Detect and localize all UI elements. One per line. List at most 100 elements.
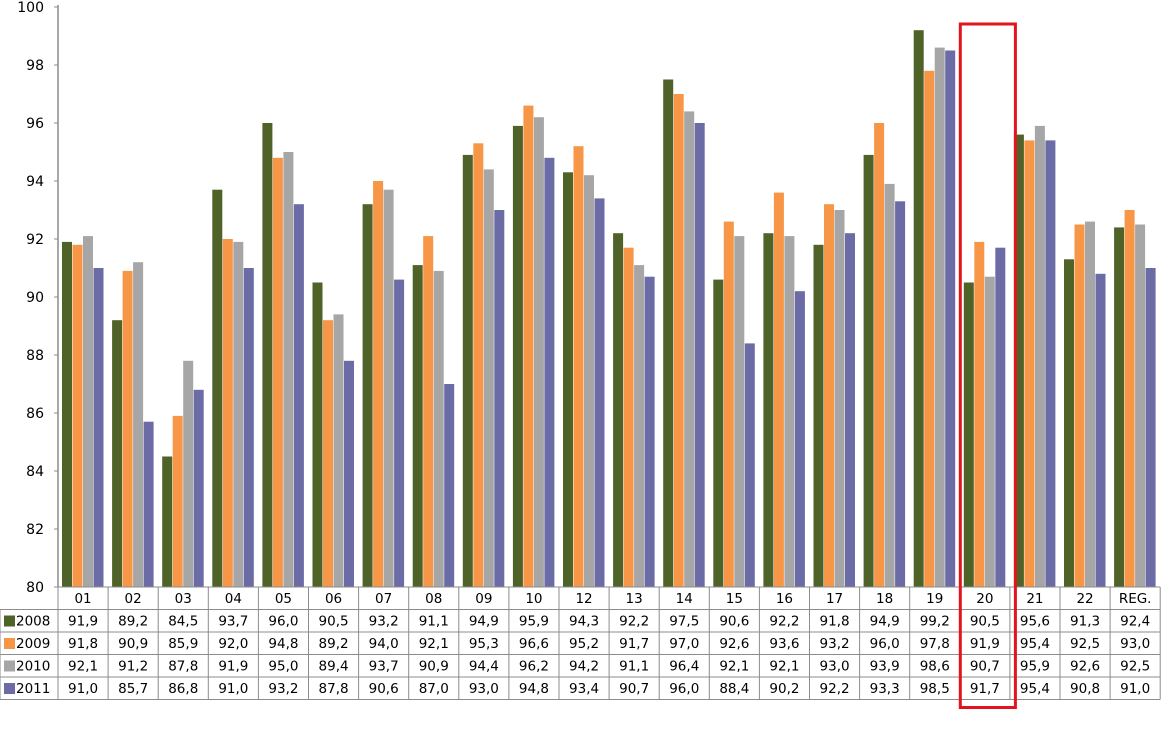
bar-2008-16 bbox=[763, 233, 774, 587]
legend-swatch-2008 bbox=[4, 615, 15, 627]
data-label-2009-08: 92,1 bbox=[419, 636, 449, 652]
data-label-2009-06: 89,2 bbox=[319, 636, 349, 652]
bar-2008-17 bbox=[813, 244, 824, 588]
data-label-2010-20: 90,7 bbox=[970, 659, 1000, 675]
x-tick-label: REG. bbox=[1119, 591, 1152, 607]
bar-2011-01 bbox=[93, 268, 104, 587]
bar-2008-10 bbox=[512, 125, 523, 588]
data-label-2011-09: 93,0 bbox=[469, 681, 499, 697]
bar-2010-21 bbox=[1034, 125, 1045, 588]
data-label-2008-22: 91,3 bbox=[1070, 614, 1100, 630]
y-tick-label: 92 bbox=[26, 232, 44, 248]
data-label-2009-05: 94,8 bbox=[268, 636, 298, 652]
data-label-2010-06: 89,4 bbox=[319, 659, 349, 675]
bar-2008-02 bbox=[112, 320, 123, 587]
x-tick-label: 22 bbox=[1076, 591, 1093, 607]
bar-2009-02 bbox=[122, 270, 133, 587]
data-label-2008-19: 99,2 bbox=[920, 614, 950, 630]
data-label-2009-22: 92,5 bbox=[1070, 636, 1100, 652]
data-label-2008-17: 91,8 bbox=[820, 614, 850, 630]
bar-2010-17 bbox=[834, 210, 845, 587]
data-label-2008-14: 97,5 bbox=[669, 614, 699, 630]
data-label-2009-21: 95,4 bbox=[1020, 636, 1050, 652]
bar-2010-20 bbox=[984, 276, 995, 587]
bar-2009-19 bbox=[924, 70, 935, 588]
data-label-2008-20: 90,5 bbox=[970, 614, 1000, 630]
data-label-2008-10: 95,9 bbox=[519, 614, 549, 630]
bar-2010-09 bbox=[483, 169, 494, 587]
data-label-2010-19: 98,6 bbox=[920, 659, 950, 675]
data-label-2008-05: 96,0 bbox=[268, 614, 298, 630]
bar-2009-13 bbox=[623, 247, 634, 587]
x-tick-label: 14 bbox=[676, 591, 693, 607]
y-tick-label: 86 bbox=[26, 406, 44, 422]
data-label-2008-15: 90,6 bbox=[719, 614, 749, 630]
bar-2009-05 bbox=[272, 157, 283, 588]
bar-2009-REG. bbox=[1124, 210, 1135, 587]
data-label-2010-21: 95,9 bbox=[1020, 659, 1050, 675]
bar-2010-05 bbox=[283, 152, 294, 587]
bar-2010-18 bbox=[884, 183, 895, 587]
bar-2011-10 bbox=[544, 157, 555, 588]
data-label-2010-12: 94,2 bbox=[569, 659, 599, 675]
data-label-2011-07: 90,6 bbox=[369, 681, 399, 697]
data-label-2008-09: 94,9 bbox=[469, 614, 499, 630]
data-label-2009-03: 85,9 bbox=[168, 636, 198, 652]
y-tick-label: 100 bbox=[17, 0, 44, 16]
y-tick-label: 98 bbox=[26, 58, 44, 74]
bar-2011-03 bbox=[193, 389, 204, 587]
data-label-2010-04: 91,9 bbox=[218, 659, 248, 675]
data-label-2011-19: 98,5 bbox=[920, 681, 950, 697]
data-label-2009-16: 93,6 bbox=[769, 636, 799, 652]
bar-2011-19 bbox=[945, 50, 956, 587]
bar-2010-02 bbox=[133, 262, 144, 587]
data-label-2011-14: 96,0 bbox=[669, 681, 699, 697]
data-label-2011-REG.: 91,0 bbox=[1120, 681, 1150, 697]
data-label-2010-15: 92,1 bbox=[719, 659, 749, 675]
bar-2008-12 bbox=[563, 172, 573, 588]
data-label-2010-02: 91,2 bbox=[118, 659, 148, 675]
data-label-2010-08: 90,9 bbox=[419, 659, 449, 675]
data-table: 01 02 03 04 05 06 07 08 09 10 12 13 14 15 16 17 18 19 20 21… bbox=[0, 586, 1161, 700]
y-tick-label: 82 bbox=[26, 522, 44, 538]
x-tick-label: 04 bbox=[225, 591, 242, 607]
bar-2010-04 bbox=[233, 241, 244, 587]
bar-2010-12 bbox=[584, 175, 594, 587]
data-label-2011-10: 94,8 bbox=[519, 681, 549, 697]
data-label-2009-09: 95,3 bbox=[469, 636, 499, 652]
data-label-2011-05: 93,2 bbox=[268, 681, 298, 697]
data-label-2008-12: 94,3 bbox=[569, 614, 599, 630]
x-tick-label: 10 bbox=[525, 591, 542, 607]
data-label-2009-REG.: 93,0 bbox=[1120, 636, 1150, 652]
x-tick-label: 20 bbox=[976, 591, 993, 607]
bar-2009-15 bbox=[723, 221, 734, 587]
x-tick-label: 07 bbox=[375, 591, 392, 607]
data-label-2009-19: 97,8 bbox=[920, 636, 950, 652]
y-tick-label: 94 bbox=[26, 174, 44, 190]
data-label-2010-22: 92,6 bbox=[1070, 659, 1100, 675]
y-axis: 80 82 84 86 88 90 92 94 96 98 100 bbox=[17, 0, 59, 596]
x-tick-label: 17 bbox=[826, 591, 843, 607]
data-label-2010-18: 93,9 bbox=[870, 659, 900, 675]
data-label-2009-01: 91,8 bbox=[68, 636, 98, 652]
bar-2009-12 bbox=[573, 146, 584, 587]
data-label-2008-07: 93,2 bbox=[369, 614, 399, 630]
bar-2009-10 bbox=[523, 105, 534, 587]
y-tick-label: 88 bbox=[26, 348, 44, 364]
bar-2008-21 bbox=[1013, 134, 1024, 587]
bar-2008-09 bbox=[462, 154, 473, 587]
highlight-rectangle bbox=[958, 22, 1017, 709]
x-tick-label: 15 bbox=[726, 591, 743, 607]
data-label-2009-14: 97,0 bbox=[669, 636, 699, 652]
bar-2009-01 bbox=[72, 244, 83, 588]
data-label-2010-17: 93,0 bbox=[820, 659, 850, 675]
data-label-2011-01: 91,0 bbox=[68, 681, 98, 697]
data-label-2010-01: 92,1 bbox=[68, 659, 98, 675]
bar-2008-REG. bbox=[1114, 227, 1125, 587]
x-tick-label: 09 bbox=[475, 591, 492, 607]
bar-2011-18 bbox=[895, 201, 906, 588]
bar-2009-20 bbox=[974, 241, 985, 587]
bar-2008-18 bbox=[863, 154, 874, 587]
data-label-2011-20: 91,7 bbox=[970, 681, 1000, 697]
